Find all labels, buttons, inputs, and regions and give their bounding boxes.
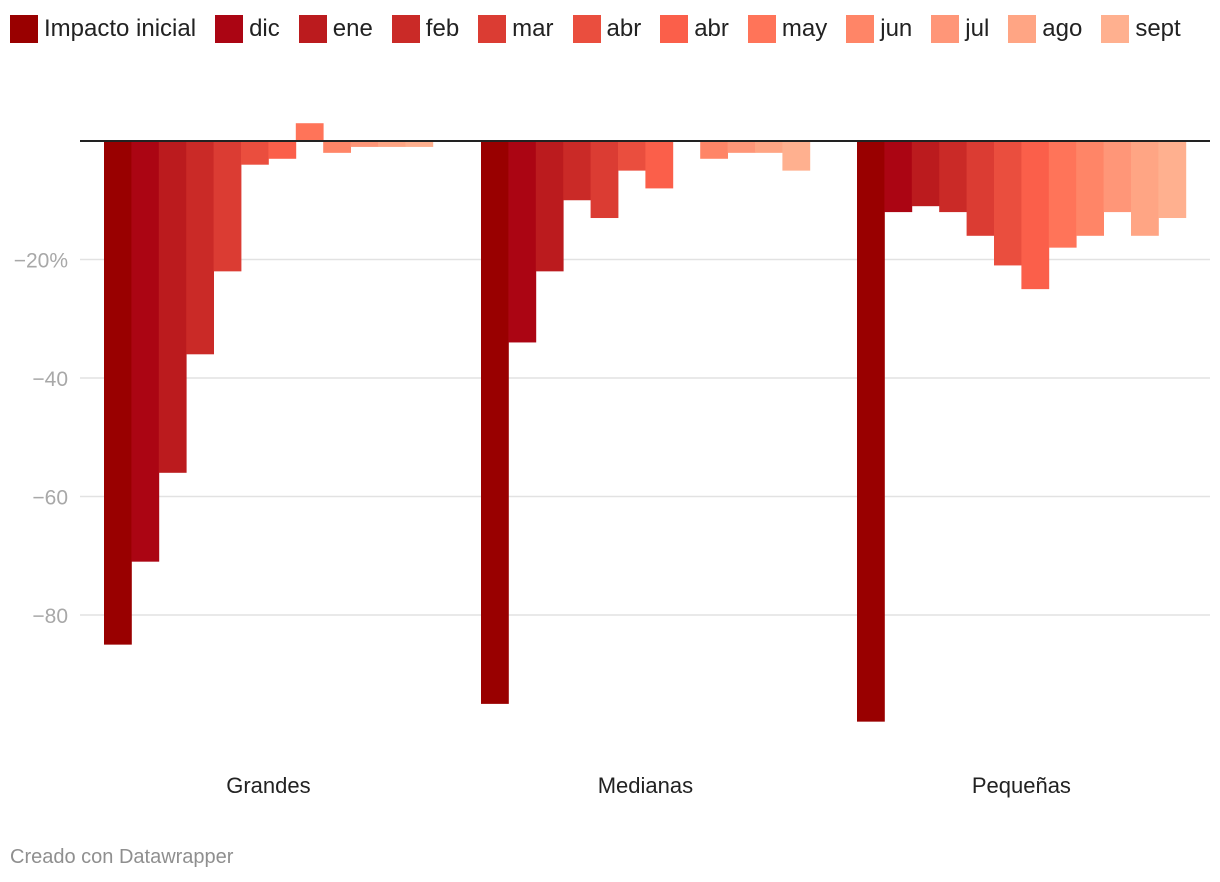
bar-pequenas-may-7 xyxy=(1048,141,1077,248)
bar-pequenas-mar-4 xyxy=(966,141,995,236)
legend-swatch xyxy=(1008,15,1037,43)
legend-label: abr xyxy=(694,15,729,42)
legend-swatch xyxy=(931,15,960,43)
bar-pequenas-ene-2 xyxy=(911,141,940,207)
category-label-pequenas: Pequeñas xyxy=(972,773,1071,798)
bar-grandes-sept-11 xyxy=(405,141,434,147)
legend-item-impacto-inicial-0: Impacto inicial xyxy=(10,15,196,43)
legend-swatch xyxy=(391,15,420,43)
legend-label: feb xyxy=(425,15,460,42)
bar-grandes-mar-4 xyxy=(213,141,242,272)
y-tick-label: −20% xyxy=(14,250,68,273)
y-tick-label: −40 xyxy=(32,368,68,391)
bar-grandes-feb-3 xyxy=(186,141,214,355)
bar-grandes-abr-6 xyxy=(268,141,297,159)
bar-medianas-sept-11 xyxy=(782,141,811,171)
legend-swatch xyxy=(572,15,601,43)
bar-pequenas-jun-8 xyxy=(1076,141,1104,236)
footer-credit: Creado con Datawrapper xyxy=(10,846,234,868)
legend-label: ene xyxy=(332,15,373,42)
legend-item-abr-6: abr xyxy=(660,15,729,43)
legend-swatch xyxy=(1101,15,1130,43)
bar-medianas-jul-9 xyxy=(727,141,756,153)
legend-label: dic xyxy=(249,15,280,42)
bar-pequenas-feb-3 xyxy=(939,141,967,213)
legend-swatch xyxy=(215,15,244,43)
legend-swatch xyxy=(660,15,689,43)
legend-item-ene-2: ene xyxy=(298,15,373,43)
legend-swatch xyxy=(747,15,776,43)
bar-pequenas-abr-6 xyxy=(1021,141,1050,290)
category-label-medianas: Medianas xyxy=(598,773,693,798)
bar-pequenas-sept-11 xyxy=(1158,141,1187,219)
legend-label: jul xyxy=(965,15,990,42)
legend-swatch xyxy=(478,15,507,43)
bar-medianas-impacto-inicial-0 xyxy=(481,141,509,704)
legend-swatch xyxy=(298,15,327,43)
legend-item-abr-5: abr xyxy=(572,15,642,43)
gridlines xyxy=(80,258,1210,616)
bar-medianas-abr-5 xyxy=(618,141,646,171)
legend-label: may xyxy=(781,15,828,42)
bar-medianas-feb-3 xyxy=(563,141,591,201)
bar-pequenas-ago-10 xyxy=(1131,141,1159,236)
bar-pequenas-impacto-inicial-0 xyxy=(857,141,885,722)
legend-swatch xyxy=(10,15,38,43)
legend-item-jun-8: jun xyxy=(846,15,912,43)
bar-grandes-may-7 xyxy=(295,123,324,141)
bar-grandes-impacto-inicial-0 xyxy=(104,141,132,645)
bar-medianas-mar-4 xyxy=(590,141,619,219)
legend-item-sept-11: sept xyxy=(1101,15,1181,43)
legend-label: Impacto inicial xyxy=(44,15,197,42)
legend-item-mar-4: mar xyxy=(478,15,554,43)
legend-label: sept xyxy=(1135,15,1181,42)
y-axis-tick-labels: −20% −40 −60 −80 xyxy=(14,250,68,629)
category-label-grandes: Grandes xyxy=(226,773,310,798)
bar-grandes-abr-5 xyxy=(241,141,269,165)
legend-label: abr xyxy=(606,15,642,42)
bar-pequenas-jul-9 xyxy=(1103,141,1132,213)
legend-item-dic-1: dic xyxy=(215,15,280,43)
legend-label: mar xyxy=(512,15,554,42)
bar-grandes-dic-1 xyxy=(131,141,160,562)
bar-medianas-dic-1 xyxy=(508,141,537,343)
bar-pequenas-dic-1 xyxy=(884,141,913,213)
legend-label: ago xyxy=(1042,15,1083,42)
legend-label: jun xyxy=(880,15,913,42)
bar-medianas-abr-6 xyxy=(645,141,674,189)
bar-pequenas-abr-5 xyxy=(994,141,1022,266)
bar-grandes-jul-9 xyxy=(350,141,379,147)
bar-grandes-ene-2 xyxy=(158,141,187,473)
y-tick-label: −60 xyxy=(32,487,68,510)
bars xyxy=(104,123,1187,722)
bar-medianas-ago-10 xyxy=(755,141,783,153)
legend-swatch xyxy=(846,15,875,43)
bar-medianas-ene-2 xyxy=(535,141,564,272)
chart-legend: Impacto inicial dic ene feb mar abr abr may jun j… xyxy=(10,12,1215,46)
bar-grandes-ago-10 xyxy=(378,141,406,147)
legend-item-feb-3: feb xyxy=(391,15,460,43)
category-labels: Grandes Medianas Pequeñas xyxy=(226,773,1071,798)
legend-item-jul-9: jul xyxy=(931,15,989,43)
bar-medianas-jun-8 xyxy=(700,141,728,159)
bar-grandes-jun-8 xyxy=(323,141,351,153)
legend-item-may-7: may xyxy=(747,15,828,43)
y-tick-label: −80 xyxy=(32,605,68,628)
legend-item-ago-10: ago xyxy=(1008,15,1082,43)
